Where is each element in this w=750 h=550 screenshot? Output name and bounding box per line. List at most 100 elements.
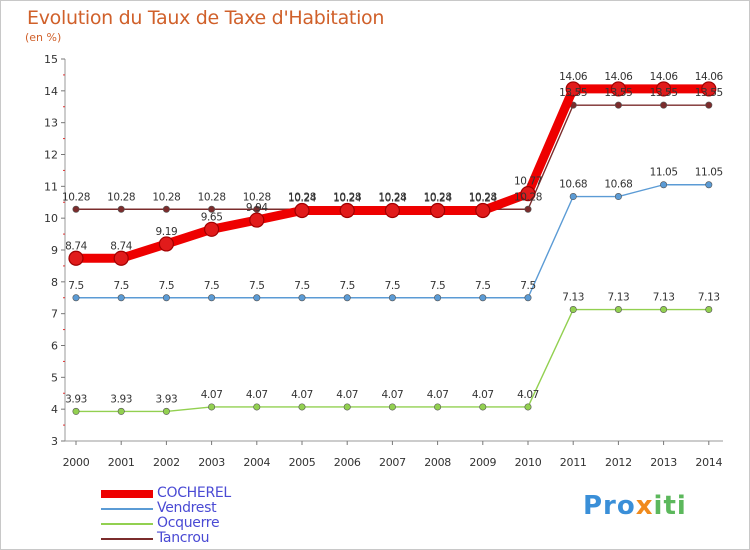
data-label: 7.5 <box>204 280 220 292</box>
y-tick-label: 6 <box>51 340 58 353</box>
data-label: 3.93 <box>65 393 87 405</box>
data-label: 14.06 <box>695 71 724 83</box>
data-label: 7.5 <box>68 280 84 292</box>
data-label: 4.07 <box>517 389 539 401</box>
data-label: 13.55 <box>650 87 678 99</box>
data-label: 10.28 <box>378 191 406 203</box>
data-label: 8.74 <box>110 240 132 252</box>
logo-part: Pro <box>583 491 636 521</box>
data-label: 7.13 <box>653 292 675 304</box>
data-point <box>253 294 261 302</box>
y-tick-label: 10 <box>44 212 58 225</box>
data-point <box>655 81 672 97</box>
data-label: 9.94 <box>246 202 268 214</box>
data-point <box>434 294 442 302</box>
data-label: 7.13 <box>562 292 584 304</box>
data-label: 7.5 <box>475 280 491 292</box>
y-tick-label: 8 <box>51 276 58 289</box>
data-label: 4.07 <box>382 389 404 401</box>
data-point <box>253 205 261 213</box>
y-tick-label: 4 <box>51 403 58 416</box>
data-point <box>72 205 80 213</box>
data-label: 10.24 <box>424 193 453 205</box>
data-label: 7.5 <box>249 280 265 292</box>
data-label: 10.24 <box>469 193 498 205</box>
legend-swatch <box>101 523 153 525</box>
data-point <box>524 205 532 213</box>
data-label: 4.07 <box>472 389 494 401</box>
data-label: 10.77 <box>514 176 542 188</box>
data-point <box>388 294 396 302</box>
chart-title: Evolution du Taux de Taxe d'Habitation <box>27 7 385 29</box>
data-label: 10.28 <box>333 191 361 203</box>
data-point <box>117 407 125 415</box>
data-label: 10.28 <box>152 191 180 203</box>
data-point <box>614 101 622 109</box>
legend-label: COCHEREL <box>157 485 231 501</box>
data-point <box>388 403 396 411</box>
data-point <box>298 294 306 302</box>
x-tick-label: 2008 <box>424 456 451 469</box>
data-label: 7.5 <box>294 280 310 292</box>
x-tick-label: 2007 <box>379 456 406 469</box>
data-point <box>117 205 125 213</box>
data-point <box>249 212 265 228</box>
data-point <box>158 236 174 252</box>
data-point <box>117 294 125 302</box>
data-point <box>339 202 355 219</box>
data-label: 4.07 <box>246 389 268 401</box>
data-label: 13.55 <box>559 87 587 99</box>
x-tick-label: 2003 <box>198 456 225 469</box>
data-point <box>660 306 668 314</box>
data-label: 10.68 <box>604 179 632 191</box>
y-tick-label: 11 <box>44 180 58 193</box>
x-tick-label: 2004 <box>243 456 270 469</box>
data-point <box>343 403 351 411</box>
legend-item-cocherel[interactable]: COCHEREL <box>101 485 321 502</box>
data-point <box>430 202 446 219</box>
y-tick-label: 3 <box>51 435 58 448</box>
data-point <box>614 306 622 314</box>
data-label: 14.06 <box>604 71 633 83</box>
data-label: 14.06 <box>650 71 679 83</box>
x-tick-label: 2002 <box>153 456 180 469</box>
data-label: 8.74 <box>65 240 87 252</box>
data-label: 9.65 <box>201 211 223 223</box>
y-tick-label: 15 <box>44 53 58 66</box>
data-label: 10.28 <box>198 191 226 203</box>
data-label: 13.55 <box>695 87 723 99</box>
data-point <box>204 221 220 237</box>
data-label: 10.24 <box>378 193 407 205</box>
data-label: 4.07 <box>427 389 449 401</box>
x-tick-label: 2014 <box>695 456 722 469</box>
data-point <box>384 202 400 219</box>
data-point <box>72 294 80 302</box>
data-label: 13.55 <box>604 87 632 99</box>
x-tick-label: 2000 <box>63 456 90 469</box>
x-tick-label: 2006 <box>334 456 361 469</box>
data-label: 11.05 <box>650 167 678 179</box>
x-tick-label: 2010 <box>515 456 542 469</box>
legend-label: Vendrest <box>157 500 217 516</box>
proxiti-logo: Proxiti <box>583 491 687 521</box>
data-point <box>434 403 442 411</box>
data-point <box>294 202 310 219</box>
data-label: 11.05 <box>695 167 723 179</box>
data-point <box>660 101 668 109</box>
y-tick-label: 9 <box>51 244 58 257</box>
data-point <box>208 294 216 302</box>
data-point <box>705 306 713 314</box>
data-point <box>208 403 216 411</box>
legend-item-ocquerre[interactable]: Ocquerre <box>101 515 321 532</box>
data-label: 9.19 <box>156 226 178 238</box>
data-label: 10.28 <box>243 191 271 203</box>
legend-swatch <box>101 538 153 540</box>
legend-item-tancrou[interactable]: Tancrou <box>101 530 321 547</box>
data-label: 10.28 <box>514 191 542 203</box>
data-label: 7.5 <box>159 280 175 292</box>
y-tick-label: 5 <box>51 371 58 384</box>
legend-item-vendrest[interactable]: Vendrest <box>101 500 321 517</box>
legend-swatch <box>101 490 153 498</box>
data-point <box>162 407 170 415</box>
